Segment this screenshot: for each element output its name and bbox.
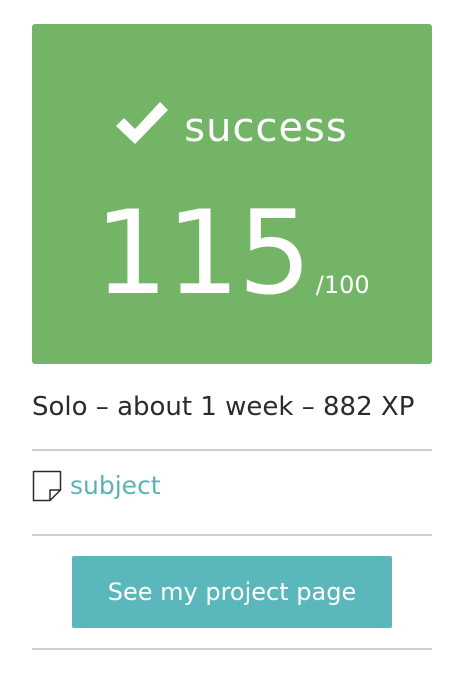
score-value: 115 — [94, 186, 311, 321]
score-max: /100 — [315, 271, 370, 299]
result-card: success 115/100 — [32, 24, 432, 364]
score-row: 115/100 — [32, 196, 432, 312]
divider — [32, 648, 432, 650]
subject-row[interactable]: subject — [32, 470, 161, 502]
divider — [32, 449, 432, 451]
divider — [32, 534, 432, 536]
see-project-page-button[interactable]: See my project page — [72, 556, 392, 628]
document-icon — [32, 470, 62, 502]
status-row: success — [32, 102, 432, 151]
project-meta: Solo – about 1 week – 882 XP — [32, 392, 415, 422]
check-icon — [116, 102, 169, 144]
status-label: success — [184, 105, 348, 151]
subject-link[interactable]: subject — [70, 471, 161, 500]
